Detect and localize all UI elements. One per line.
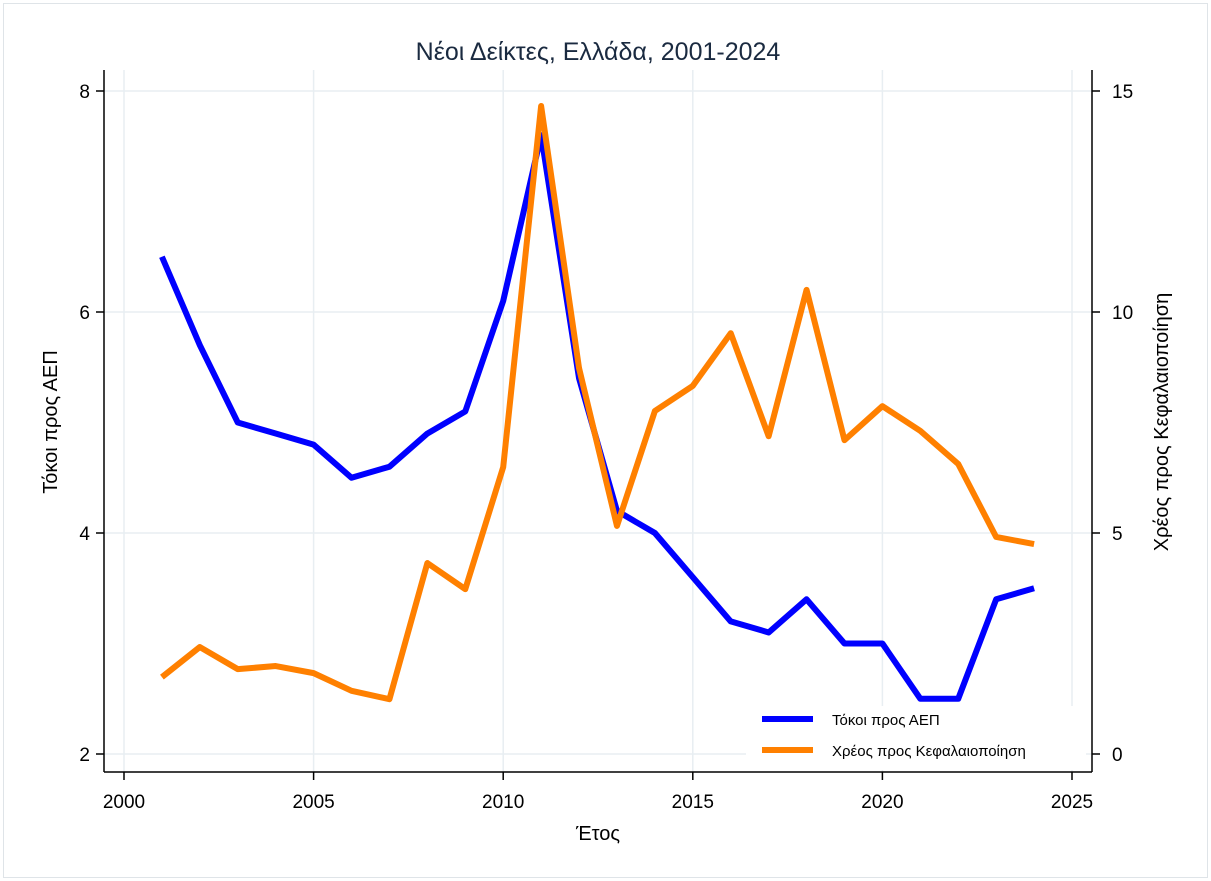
x-tick-label: 2005	[292, 792, 334, 813]
x-tick-label: 2020	[861, 792, 903, 813]
y-tick-label-left: 2	[79, 745, 90, 766]
chart-title: Νέοι Δείκτες, Ελλάδα, 2001-2024	[416, 38, 781, 66]
y-tick-label-left: 6	[79, 303, 90, 324]
legend: Τόκοι προς ΑΕΠ Χρέος προς Κεφαλαιοποίηση	[746, 706, 1086, 770]
series-line-1	[160, 103, 1035, 703]
legend-label-interest: Τόκοι προς ΑΕΠ	[832, 712, 940, 729]
y-tick-label-left: 4	[79, 524, 90, 545]
y-tick-label-right: 0	[1112, 745, 1123, 766]
legend-label-debt: Χρέος προς Κεφαλαιοποίηση	[832, 743, 1026, 760]
y-axis-label-right: Χρέος προς Κεφαλαιοποίηση	[1151, 293, 1173, 551]
x-axis-label: Έτος	[575, 823, 620, 845]
y-tick-label-left: 8	[79, 82, 90, 103]
x-tick-label: 2000	[103, 792, 145, 813]
y-axis-label-left: Τόκοι προς ΑΕΠ	[40, 350, 62, 494]
x-tick-label: 2010	[482, 792, 524, 813]
x-tick-label: 2015	[672, 792, 714, 813]
y-tick-label-right: 15	[1112, 82, 1133, 103]
y-tick-label-right: 10	[1112, 303, 1133, 324]
y-tick-label-right: 5	[1112, 524, 1123, 545]
x-tick-label: 2025	[1051, 792, 1093, 813]
